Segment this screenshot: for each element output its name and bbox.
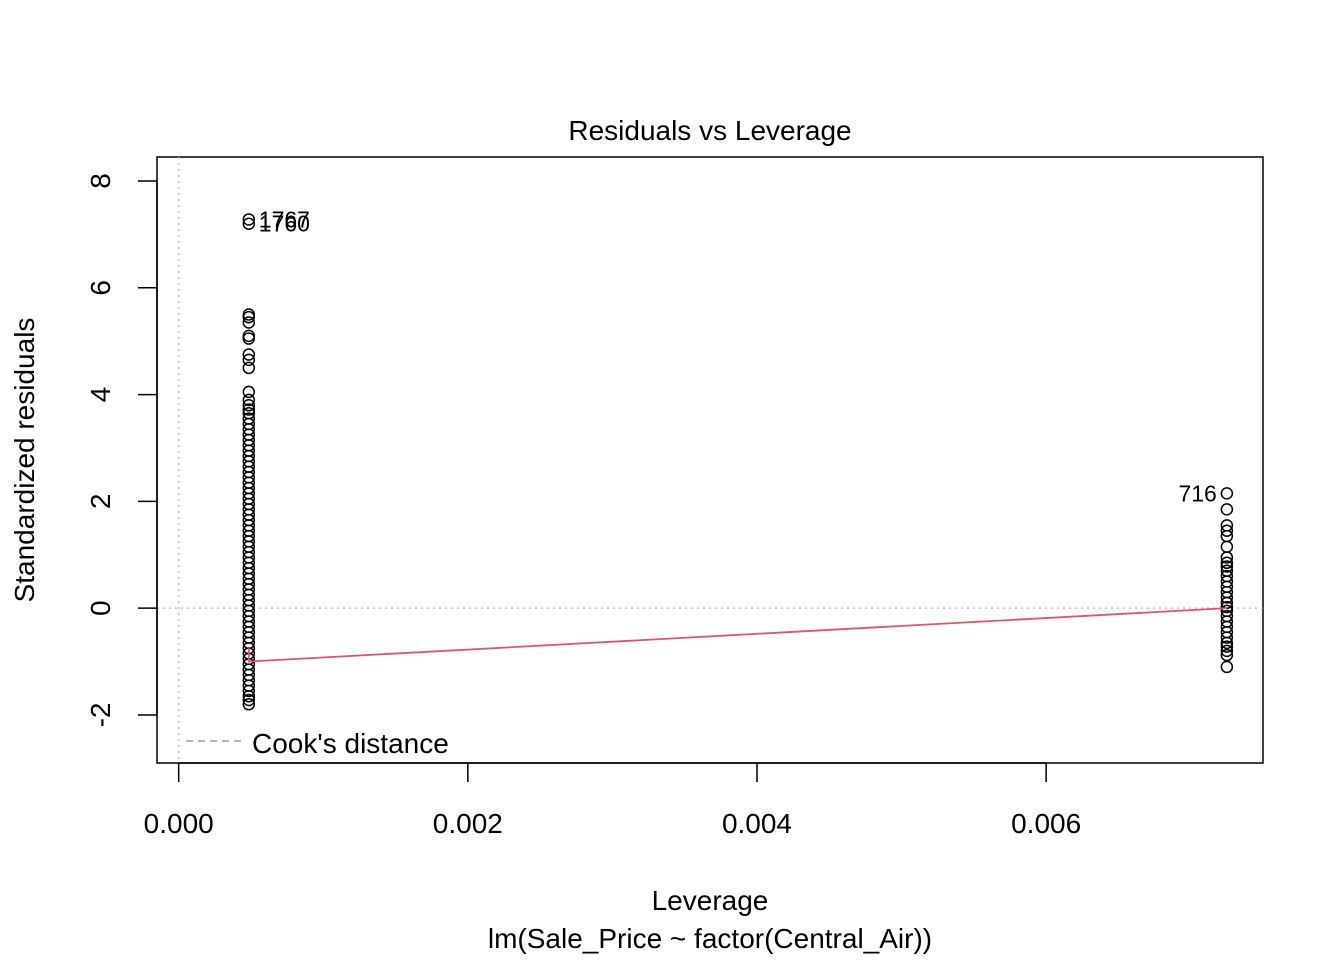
y-tick-label: 2 [85, 494, 116, 510]
data-point [1220, 600, 1234, 614]
data-point [242, 329, 256, 343]
data-point [242, 399, 256, 412]
x-tick-label: 0.006 [1011, 808, 1081, 839]
data-points [242, 213, 1234, 711]
data-point [242, 403, 256, 416]
data-point [1220, 551, 1234, 564]
data-point [1220, 540, 1234, 554]
data-point [242, 316, 256, 329]
data-point [242, 690, 256, 703]
data-point [1220, 660, 1234, 674]
y-tick-label: 4 [85, 387, 116, 403]
legend: Cook's distance [186, 728, 449, 759]
data-point [242, 213, 256, 226]
point-label: 716 [1178, 480, 1216, 506]
data-point [242, 332, 256, 345]
data-point [1220, 640, 1234, 653]
data-point [242, 353, 256, 367]
data-point [242, 698, 256, 711]
data-point [1220, 487, 1234, 500]
data-point [242, 393, 256, 407]
y-tick-label: 6 [85, 280, 116, 296]
smoother-layer [247, 607, 1227, 663]
data-point [242, 693, 256, 707]
data-point [1220, 644, 1234, 658]
y-axis: -2 0 2 4 6 8 [85, 173, 158, 727]
y-tick-label: 8 [85, 173, 116, 189]
y-tick-label: 0 [85, 600, 116, 616]
legend-label: Cook's distance [252, 728, 449, 759]
x-tick-label: 0.002 [433, 808, 503, 839]
data-point [1220, 636, 1234, 650]
data-point [1220, 560, 1234, 573]
smoother-line [247, 607, 1227, 663]
data-point [1220, 591, 1234, 604]
x-axis-label: Leverage [652, 885, 769, 916]
x-tick-label: 0.004 [722, 808, 792, 839]
data-point [242, 385, 256, 399]
data-point [242, 310, 256, 324]
point-label: 1767 [259, 206, 310, 232]
data-point [242, 348, 256, 361]
data-point [242, 684, 256, 698]
data-point [1220, 631, 1234, 644]
x-axis: 0.000 0.002 0.004 0.006 [144, 762, 1081, 839]
y-tick-label: -2 [85, 702, 116, 727]
data-point [1220, 524, 1234, 537]
point-label: 1760 [259, 211, 310, 237]
y-axis-label: Standardized residuals [9, 318, 40, 603]
x-tick-label: 0.000 [144, 808, 214, 839]
data-point [1220, 556, 1234, 570]
reference-lines [157, 157, 1263, 763]
data-point [1220, 503, 1234, 516]
data-point [242, 217, 256, 230]
x-axis-subtitle: lm(Sale_Price ~ factor(Central_Air)) [488, 923, 932, 954]
plot-frame [156, 156, 1264, 764]
chart-title: Residuals vs Leverage [568, 115, 851, 146]
data-point [242, 361, 256, 375]
